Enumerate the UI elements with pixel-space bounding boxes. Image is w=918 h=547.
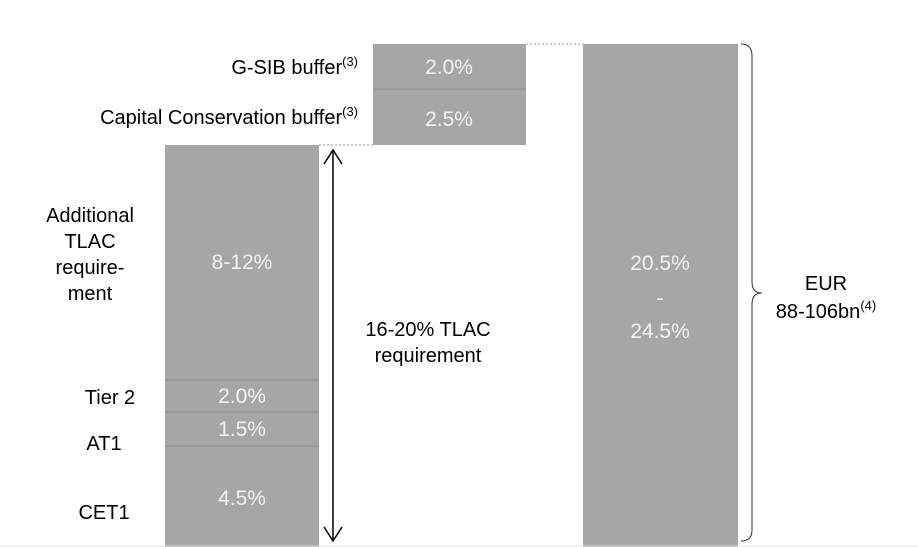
segment-label: ment xyxy=(68,283,113,305)
buffer-value: 2.0% xyxy=(425,56,473,79)
label: Capital Conservation buffer xyxy=(100,107,342,129)
tlac-stack xyxy=(165,145,319,547)
buffer-label: G-SIB buffer(3) xyxy=(231,54,358,79)
segment-label: require- xyxy=(56,257,125,279)
segment-value: 4.5% xyxy=(218,487,266,510)
note: (3) xyxy=(342,54,358,69)
total-bar xyxy=(583,44,738,547)
label: 88-106bn xyxy=(776,301,861,323)
brace xyxy=(740,43,763,542)
segment-value: 2.0% xyxy=(218,385,266,408)
total-value: 20.5% xyxy=(630,252,690,275)
total-value: 24.5% xyxy=(630,320,690,343)
note: (4) xyxy=(860,298,876,313)
segment-label: CET1 xyxy=(78,502,129,524)
label: G-SIB buffer xyxy=(231,57,342,79)
segment-label: Additional xyxy=(46,205,134,227)
segment-label: Tier 2 xyxy=(85,387,135,409)
arrow-label: 16-20% TLAC xyxy=(365,319,490,341)
buffer-stack xyxy=(373,44,526,145)
total-value: - xyxy=(657,287,664,310)
amount-label: 88-106bn(4) xyxy=(776,298,876,323)
buffer-value: 2.5% xyxy=(425,108,473,131)
segment-label: AT1 xyxy=(86,433,121,455)
arrow-head xyxy=(323,526,343,543)
segment-label: TLAC xyxy=(64,231,115,253)
arrow-label: requirement xyxy=(375,345,482,367)
segment-value: 1.5% xyxy=(218,418,266,441)
arrow-head xyxy=(323,148,343,165)
note: (3) xyxy=(342,104,358,119)
segment-value: 8-12% xyxy=(212,251,273,274)
buffer-label: Capital Conservation buffer(3) xyxy=(100,104,358,129)
amount-label: EUR xyxy=(805,273,847,295)
